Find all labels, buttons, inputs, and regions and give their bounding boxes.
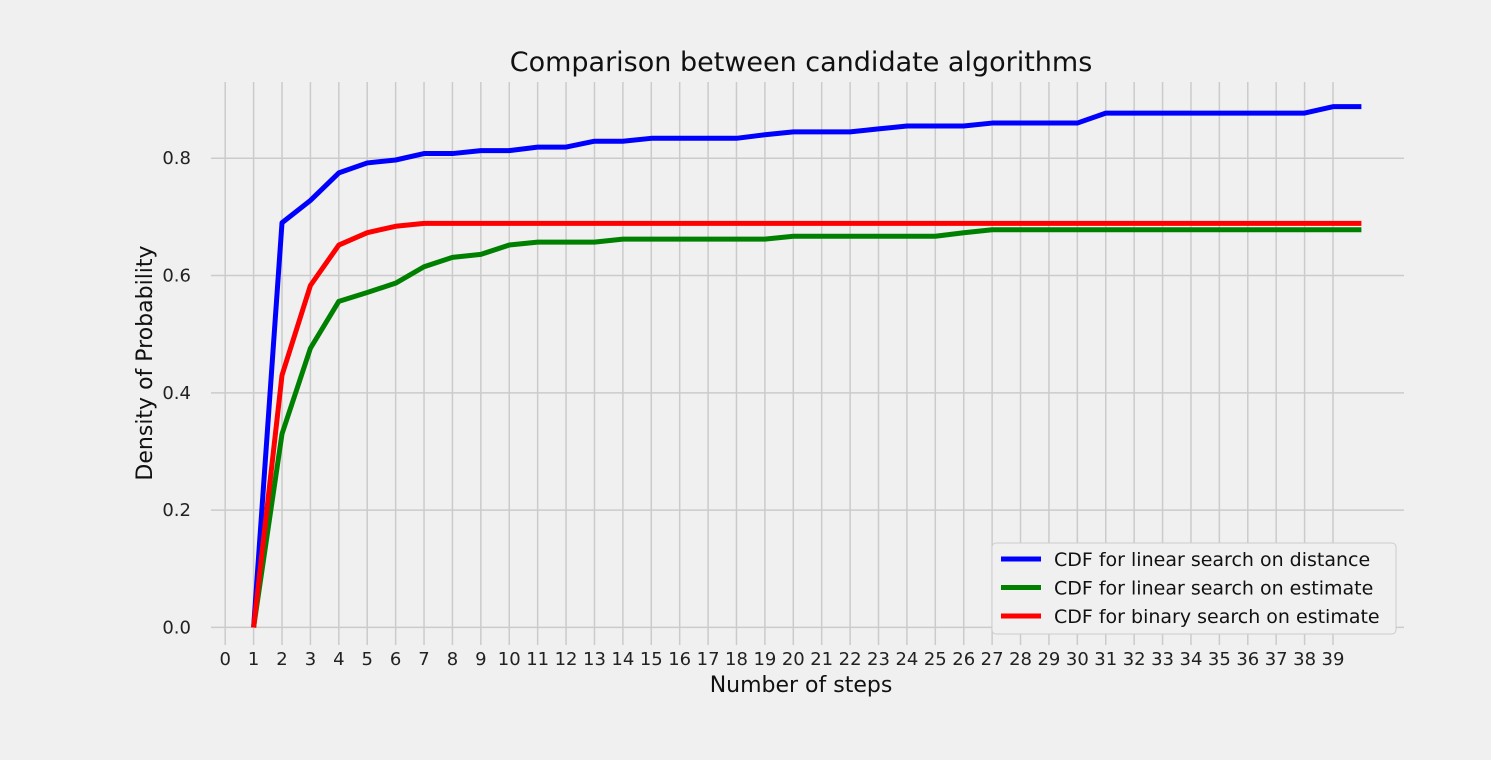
x-tick-label: 24 [895, 649, 918, 670]
x-tick-label: 11 [526, 649, 549, 670]
x-tick-label: 7 [418, 649, 429, 670]
x-tick-label: 19 [753, 649, 776, 670]
tick-labels: 0 1 2 3 4 5 6 7 8 9 10 11 12 13 14 15 16 17 18 19 20 21 22 23 24… [162, 148, 1344, 670]
x-tick-label: 29 [1037, 649, 1060, 670]
legend: CDF for linear search on distance CDF for… [991, 542, 1397, 635]
x-tick-label: 10 [498, 649, 521, 670]
x-tick-label: 1 [248, 649, 259, 670]
x-tick-label: 39 [1322, 649, 1345, 670]
x-tick-label: 34 [1180, 649, 1203, 670]
y-tick-label: 0.2 [162, 500, 191, 521]
x-tick-label: 15 [640, 649, 663, 670]
x-tick-label: 4 [333, 649, 344, 670]
x-tick-label: 31 [1094, 649, 1117, 670]
x-tick-label: 37 [1265, 649, 1288, 670]
y-tick-label: 0.0 [162, 617, 191, 638]
x-tick-label: 33 [1151, 649, 1174, 670]
x-tick-label: 21 [810, 649, 833, 670]
chart-title: Comparison between candidate algorithms [510, 47, 1093, 78]
series-layer [251, 104, 1362, 628]
x-axis-label: Number of steps [710, 673, 893, 698]
x-tick-label: 14 [611, 649, 634, 670]
legend-label: CDF for linear search on distance [1054, 549, 1370, 571]
x-tick-label: 0 [219, 649, 230, 670]
legend-label: CDF for linear search on estimate [1054, 578, 1373, 600]
x-tick-label: 3 [305, 649, 316, 670]
x-tick-label: 16 [668, 649, 691, 670]
y-axis-label: Density of Probability [133, 245, 158, 480]
x-tick-label: 12 [555, 649, 578, 670]
series-line-2 [251, 227, 1362, 628]
x-tick-label: 23 [867, 649, 890, 670]
x-tick-label: 35 [1208, 649, 1231, 670]
x-tick-label: 8 [447, 649, 458, 670]
x-tick-label: 26 [952, 649, 975, 670]
x-tick-label: 13 [583, 649, 606, 670]
x-tick-label: 5 [361, 649, 372, 670]
x-tick-label: 20 [782, 649, 805, 670]
x-tick-label: 28 [1009, 649, 1032, 670]
y-tick-label: 0.6 [162, 266, 191, 287]
series-line-1 [251, 104, 1362, 628]
x-tick-label: 22 [839, 649, 862, 670]
x-tick-label: 32 [1123, 649, 1146, 670]
x-tick-label: 6 [390, 649, 401, 670]
x-tick-label: 27 [981, 649, 1004, 670]
legend-box [991, 542, 1397, 635]
x-tick-label: 30 [1066, 649, 1089, 670]
x-tick-label: 38 [1293, 649, 1316, 670]
y-tick-label: 0.4 [162, 383, 191, 404]
x-tick-label: 18 [725, 649, 748, 670]
legend-label: CDF for binary search on estimate [1054, 606, 1380, 628]
x-tick-label: 17 [697, 649, 720, 670]
x-tick-label: 9 [475, 649, 486, 670]
series-line-3 [251, 220, 1362, 628]
x-tick-label: 25 [924, 649, 947, 670]
y-tick-label: 0.8 [162, 148, 191, 169]
x-tick-label: 36 [1236, 649, 1259, 670]
x-tick-label: 2 [276, 649, 287, 670]
